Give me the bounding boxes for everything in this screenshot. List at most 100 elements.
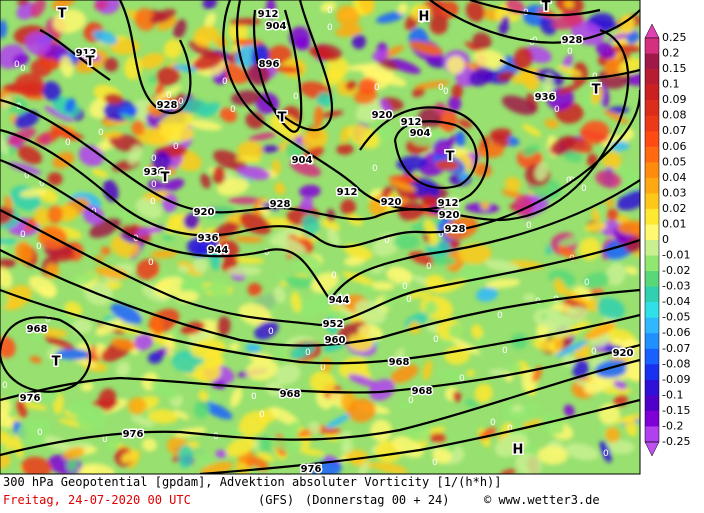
contour-label: 936	[535, 92, 556, 103]
vorticity-patch	[148, 74, 158, 86]
zero-label: 0	[230, 105, 236, 115]
vorticity-patch	[245, 343, 262, 353]
colorbar-segment	[645, 224, 659, 241]
vorticity-patch	[42, 81, 61, 102]
vorticity-patch	[150, 313, 163, 336]
colorbar-label: -0.25	[662, 435, 690, 448]
zero-label: 0	[402, 282, 408, 292]
vorticity-patch	[132, 225, 165, 236]
vorticity-patch	[111, 338, 137, 351]
vorticity-patch	[290, 159, 321, 177]
vorticity-patch	[424, 300, 438, 316]
vorticity-patch	[357, 460, 369, 474]
vorticity-patch	[563, 404, 575, 417]
vorticity-patch	[507, 361, 522, 375]
vorticity-patch	[163, 232, 174, 242]
vorticity-patch	[62, 447, 85, 460]
vorticity-patch	[150, 379, 179, 399]
vorticity-patch	[228, 196, 262, 205]
vorticity-patch	[500, 469, 517, 474]
vorticity-patch	[369, 379, 395, 401]
contour-label: 928	[270, 199, 291, 210]
contour-label: 944	[329, 295, 350, 306]
vorticity-patch	[335, 24, 363, 38]
zero-label: 0	[39, 179, 45, 189]
vorticity-patch	[409, 40, 443, 56]
zero-label: 0	[591, 347, 597, 357]
vorticity-patch	[29, 356, 42, 364]
pressure-center: T	[542, 0, 551, 15]
zero-label: 0	[581, 184, 587, 194]
vorticity-patch	[624, 237, 640, 253]
vorticity-patch	[104, 93, 124, 105]
vorticity-patch	[582, 272, 610, 290]
zero-label: 0	[438, 230, 444, 240]
vorticity-patch	[43, 335, 75, 350]
vorticity-patch	[550, 135, 576, 155]
vorticity-patch	[134, 8, 157, 31]
contour-label: 976	[301, 464, 322, 475]
vorticity-patch	[449, 238, 461, 249]
zero-label: 0	[406, 295, 412, 305]
colorbar-segment	[645, 38, 659, 54]
zero-label: 0	[251, 392, 257, 402]
vorticity-patch	[428, 233, 438, 247]
vorticity-patch	[372, 49, 389, 62]
colorbar-label: -0.05	[662, 311, 690, 324]
zero-label: 0	[507, 424, 513, 434]
zero-label: 0	[459, 374, 465, 384]
vorticity-patch	[596, 297, 625, 320]
zero-label: 0	[327, 6, 333, 16]
colorbar-label: -0.15	[662, 404, 690, 417]
vorticity-patch	[209, 248, 221, 271]
vorticity-patch	[147, 351, 163, 364]
contour-label: 968	[27, 324, 48, 335]
vorticity-patch	[274, 182, 286, 195]
vorticity-patch	[64, 98, 76, 113]
vorticity-patch	[30, 0, 46, 18]
vorticity-patch	[173, 19, 187, 39]
vorticity-patch	[213, 150, 247, 171]
zero-label: 0	[30, 324, 36, 334]
zero-label: 0	[566, 176, 572, 186]
vorticity-patch	[308, 46, 336, 61]
vorticity-patch	[563, 0, 574, 9]
vorticity-patch	[238, 410, 269, 437]
vorticity-patch	[173, 410, 190, 420]
contour-label: 976	[20, 393, 41, 404]
vorticity-patch	[355, 99, 387, 123]
vorticity-patch	[336, 143, 354, 155]
vorticity-patch	[464, 399, 480, 408]
colorbar-segment	[645, 410, 659, 427]
vorticity-patch	[384, 192, 398, 214]
zero-label: 0	[151, 154, 157, 164]
vorticity-patch	[316, 91, 333, 108]
vorticity-patch	[150, 8, 176, 24]
zero-label: 0	[2, 381, 8, 391]
vorticity-patch	[130, 415, 155, 428]
colorbar-segment	[645, 255, 659, 272]
vorticity-patch	[484, 259, 520, 273]
vorticity-patch	[446, 55, 465, 75]
vorticity-patch	[583, 377, 606, 395]
vorticity-patch	[321, 357, 332, 373]
vorticity-patch	[228, 21, 249, 43]
vorticity-patch	[216, 177, 250, 196]
zero-label: 0	[443, 87, 449, 97]
vorticity-patch	[19, 401, 48, 410]
vorticity-patch	[55, 348, 90, 361]
vorticity-patch	[392, 347, 405, 368]
vorticity-patch	[554, 340, 563, 349]
colorbar-label: -0.09	[662, 373, 690, 386]
vorticity-patch	[17, 418, 52, 444]
vorticity-patch	[238, 303, 272, 326]
vorticity-patch	[351, 34, 367, 50]
vorticity-patch	[258, 145, 281, 153]
vorticity-patch	[77, 467, 99, 474]
vorticity-patch	[464, 41, 484, 53]
contour-label: 968	[389, 357, 410, 368]
vorticity-patch	[92, 30, 118, 45]
contour-label: 920	[372, 110, 393, 121]
vorticity-patch	[150, 249, 178, 259]
colorbar-label: -0.1	[662, 388, 683, 401]
